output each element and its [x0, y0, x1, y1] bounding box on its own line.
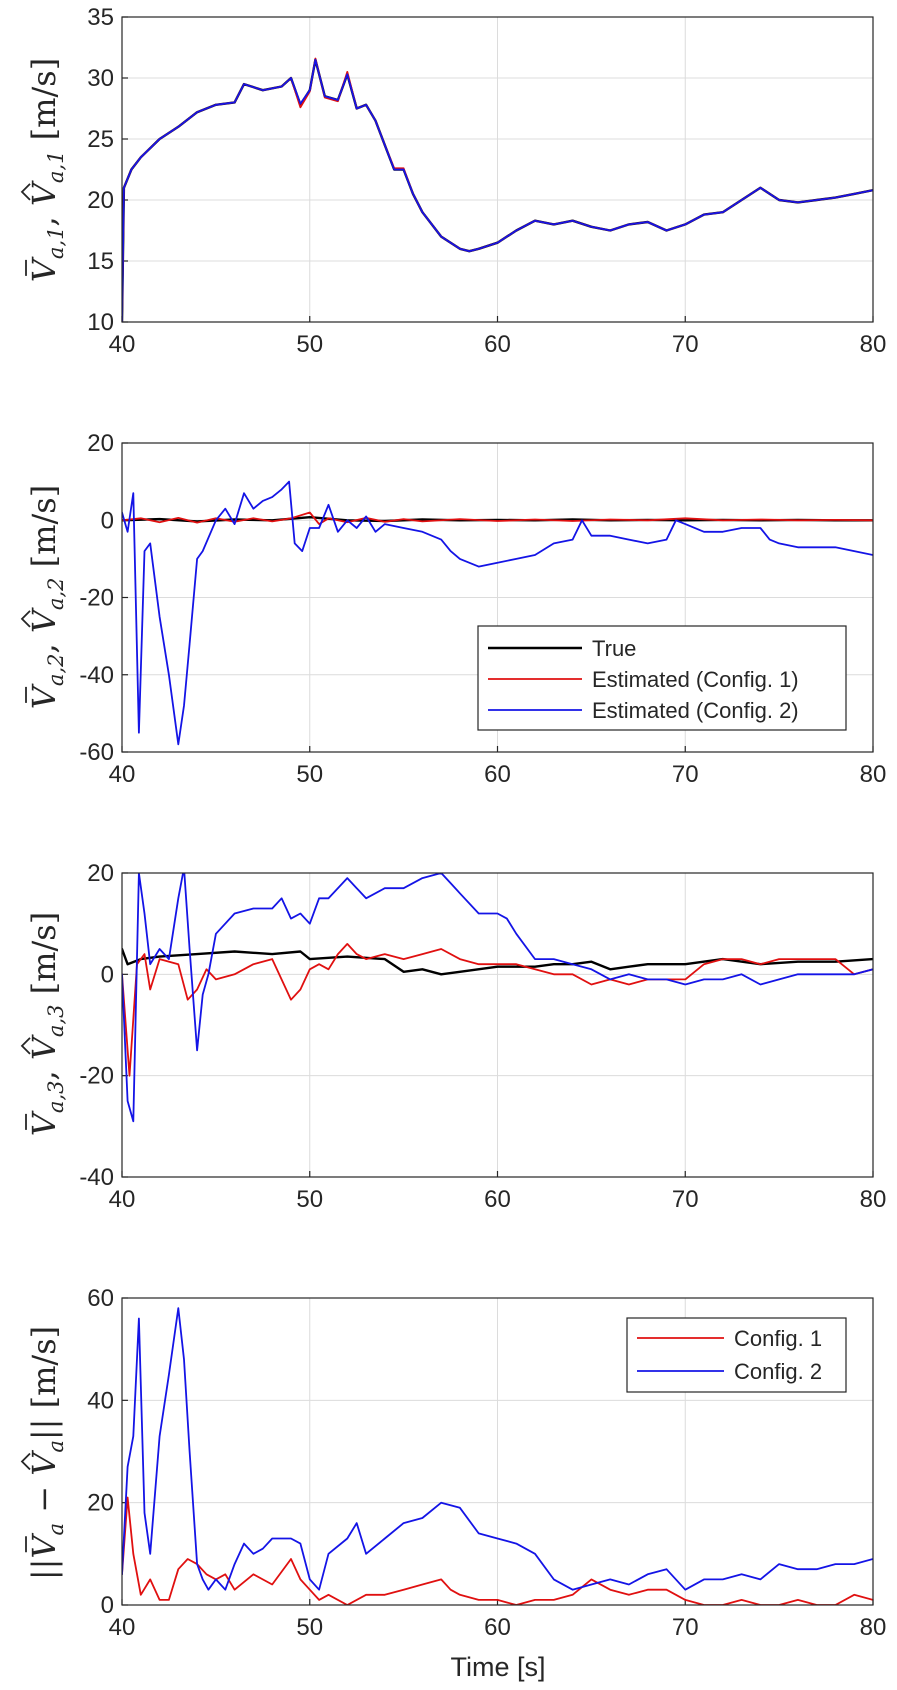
y-tick-label: -20 — [79, 585, 114, 612]
y-tick-label: 10 — [87, 309, 114, 336]
ylabel-decorations — [20, 183, 31, 1553]
x-tick-label: 50 — [296, 1614, 323, 1641]
panel-3: 40 50 60 70 80 -40 -20 0 20 — [79, 860, 886, 1213]
y-tick-label: 20 — [87, 187, 114, 214]
x-tick-label: 40 — [109, 331, 136, 358]
x-tick-label: 70 — [672, 1186, 699, 1213]
ylabel-panel-2: Va,2, Va,2 [m/s] — [25, 485, 68, 709]
x-tick-label: 70 — [672, 761, 699, 788]
series-group — [122, 873, 873, 1123]
y-tick-label: 0 — [101, 1592, 114, 1619]
x-tick-label: 70 — [672, 1614, 699, 1641]
y-tick-label: -40 — [79, 662, 114, 689]
panels: 40 50 60 70 80 10 15 20 25 30 35 40 50 60 70 80 -60 -40 -2… — [79, 4, 886, 1641]
legend-panel-4: Config. 1 Config. 2 — [626, 1317, 847, 1393]
hat-accent — [20, 183, 31, 201]
x-tick-label: 60 — [484, 1186, 511, 1213]
axes-box — [121, 16, 874, 323]
axes-box — [121, 442, 874, 753]
x-tick-label: 40 — [109, 1186, 136, 1213]
y-tick-label: 0 — [101, 507, 114, 534]
hat-accent — [20, 1452, 31, 1471]
legend-label-config2: Estimated (Config. 2) — [592, 698, 799, 723]
ylabel-panel-3: Va,3, Va,3 [m/s] — [25, 912, 68, 1136]
y-tick-label: 25 — [87, 126, 114, 153]
y-tick-label: -40 — [79, 1164, 114, 1191]
x-tick-label: 50 — [296, 761, 323, 788]
x-tick-label: 60 — [484, 761, 511, 788]
axes-box — [121, 872, 874, 1178]
y-tick-label: 20 — [87, 860, 114, 887]
hat-accent — [20, 610, 31, 628]
series-line-estimated-config-2 — [122, 873, 873, 1123]
y-tick-label: 20 — [87, 430, 114, 457]
x-tick-label: 80 — [860, 1186, 887, 1213]
x-tick-label: 50 — [296, 331, 323, 358]
x-tick-label: 60 — [484, 1614, 511, 1641]
x-tick-label: 50 — [296, 1186, 323, 1213]
series-group — [122, 57, 873, 322]
legend-label-config1-p4: Config. 1 — [734, 1326, 822, 1351]
ylabel-panel-4: ||Va − Va|| [m/s] — [25, 1326, 68, 1580]
x-axis-label: Time [s] — [450, 1652, 545, 1682]
y-tick-label: -60 — [79, 739, 114, 766]
legend-panel-2-box — [477, 625, 847, 731]
y-tick-label: 60 — [87, 1285, 114, 1312]
series-line-estimated-config-1 — [122, 511, 873, 525]
series-line-estimated-config-2 — [122, 480, 873, 746]
hat-accent — [20, 1037, 31, 1055]
ylabel-panel-1: Va,1, Va,1 [m/s] — [25, 58, 68, 282]
y-tick-label: -20 — [79, 1063, 114, 1090]
x-tick-label: 60 — [484, 331, 511, 358]
series-group — [122, 1307, 873, 1605]
series-group — [122, 480, 873, 746]
panel-4: 40 50 60 70 80 0 20 40 60 — [87, 1285, 886, 1641]
axes-box — [121, 1297, 874, 1606]
legend-label-config1: Estimated (Config. 1) — [592, 667, 799, 692]
y-tick-label: 15 — [87, 248, 114, 275]
series-line-estimated-config-1 — [122, 943, 873, 1077]
x-tick-label: 40 — [109, 1614, 136, 1641]
series-line-true — [122, 947, 873, 976]
y-tick-label: 35 — [87, 4, 114, 31]
legend-panel-2: True Estimated (Config. 1) Estimated (Co… — [477, 625, 847, 731]
panel-1: 40 50 60 70 80 10 15 20 25 30 35 — [87, 4, 886, 358]
series-line-config-1 — [122, 1496, 873, 1605]
x-tick-label: 80 — [860, 331, 887, 358]
legend-label-true: True — [592, 636, 636, 661]
y-tick-label: 30 — [87, 65, 114, 92]
legend-panel-4-box — [626, 1317, 847, 1393]
panel-2: 40 50 60 70 80 -60 -40 -20 0 20 — [79, 430, 886, 788]
series-line-config-2 — [122, 1307, 873, 1591]
y-tick-label: 20 — [87, 1490, 114, 1517]
x-tick-label: 80 — [860, 761, 887, 788]
series-line-estimated-config-2 — [122, 58, 873, 322]
legend-label-config2-p4: Config. 2 — [734, 1359, 822, 1384]
y-tick-label: 40 — [87, 1387, 114, 1414]
x-tick-label: 40 — [109, 761, 136, 788]
y-tick-label: 0 — [101, 961, 114, 988]
x-tick-label: 70 — [672, 331, 699, 358]
x-tick-label: 80 — [860, 1614, 887, 1641]
